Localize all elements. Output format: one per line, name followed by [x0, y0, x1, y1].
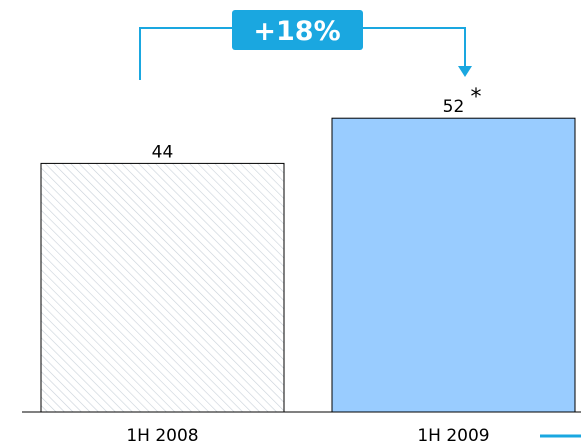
growth-arrowhead: [458, 66, 472, 77]
data-label-1h-2008: 44: [152, 142, 174, 162]
footnote-marker: *: [471, 85, 482, 110]
x-tick-label-1h-2008: 1H 2008: [126, 426, 198, 443]
data-label-1h-2009: 52: [443, 97, 465, 117]
growth-badge: [232, 10, 363, 50]
growth-badge-label: +18%: [253, 16, 340, 47]
bar-1h-2009: [331, 117, 576, 413]
x-tick-label-1h-2009: 1H 2009: [417, 426, 489, 443]
bar-1h-2008: [40, 162, 285, 413]
